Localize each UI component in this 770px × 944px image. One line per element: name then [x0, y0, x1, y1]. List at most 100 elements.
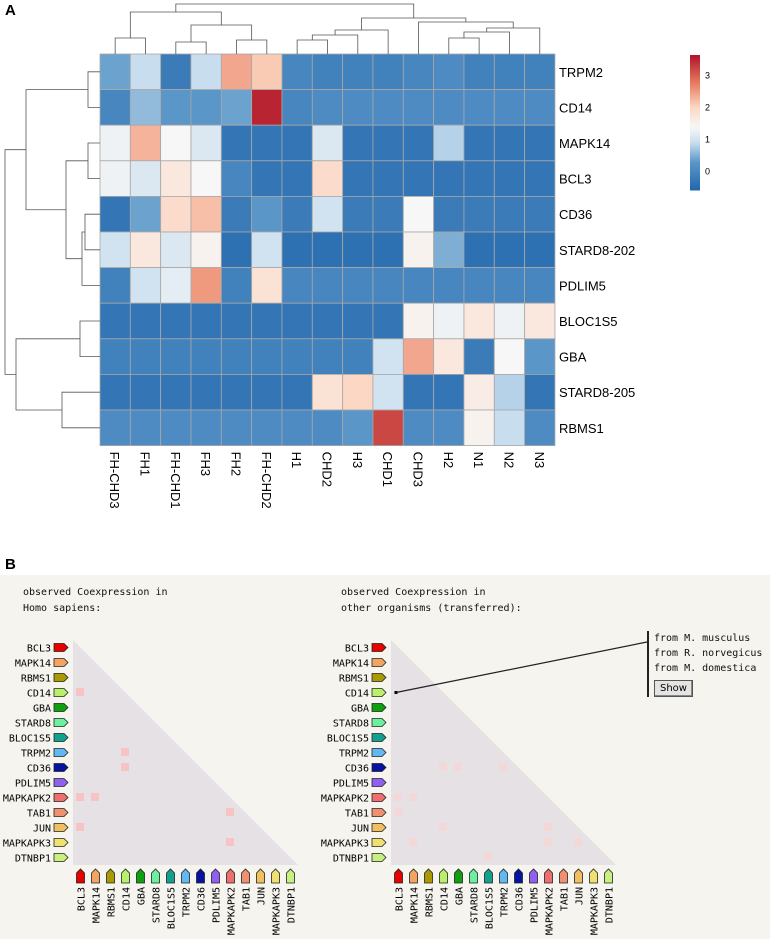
column-gene-label: GBA: [137, 887, 148, 905]
column-dendrogram-branch: [175, 41, 207, 54]
row-label: CD36: [559, 207, 592, 222]
heatmap-cell: [342, 53, 374, 90]
column-gene-label: BCL3: [395, 887, 406, 911]
heatmap-cell: [129, 409, 162, 446]
gene-arrow-icon: [484, 868, 493, 884]
colorbar-segment: [690, 55, 700, 58]
row-gene-label: TAB1: [27, 809, 51, 820]
heatmap-cell: [190, 89, 222, 126]
column-label: H1: [289, 452, 304, 469]
heatmap-cell: [311, 409, 344, 446]
column-gene-label: BLOC1S5: [485, 887, 496, 929]
column-gene-label: JUN: [257, 887, 268, 905]
heatmap-cell: [524, 267, 556, 304]
heatmap-cell: [372, 124, 404, 162]
heatmap-cell: [190, 53, 222, 90]
column-gene-label: RBMS1: [107, 887, 118, 917]
heatmap-cell: [251, 195, 283, 233]
row-dendrogram-branch: [79, 320, 100, 357]
heatmap-cell: [251, 267, 283, 304]
heatmap-cell: [311, 195, 344, 233]
heatmap-cell: [463, 124, 495, 162]
colorbar-segment: [690, 149, 700, 153]
coexpression-cell: [409, 793, 417, 801]
gene-arrow-icon: [454, 868, 463, 884]
column-label: CHD2: [319, 452, 334, 487]
row-gene-label: JUN: [33, 824, 51, 835]
row-gene-label: JUN: [351, 824, 369, 835]
gene-arrow-icon: [589, 868, 598, 884]
heatmap-cell: [342, 124, 374, 162]
gene-arrow-icon: [371, 688, 387, 697]
heatmap-cell: [160, 124, 192, 162]
show-button[interactable]: Show: [654, 680, 693, 697]
popup-item-domestica[interactable]: from M. domestica: [654, 663, 757, 674]
heatmap-cell: [463, 409, 495, 446]
heatmap-cell: [281, 409, 313, 446]
heatmap-cell: [342, 373, 374, 411]
heatmap-cell: [433, 373, 465, 411]
column-gene-label: TRPM2: [500, 887, 511, 917]
heatmap-cell: [129, 267, 162, 304]
gene-arrow-icon: [136, 868, 145, 884]
gene-arrow-icon: [53, 673, 69, 682]
column-dendrogram-branch: [190, 24, 253, 42]
heatmap-cell: [281, 267, 313, 304]
colorbar-segment: [690, 120, 700, 123]
heatmap-cell: [220, 267, 253, 304]
row-gene-label: BCL3: [345, 644, 369, 655]
heatmap-cell: [281, 338, 313, 375]
heatmap-cell: [220, 53, 253, 90]
heatmap-cell: [342, 302, 374, 340]
heatmap-cell: [251, 302, 283, 340]
colorbar-segment: [690, 167, 700, 171]
column-gene-label: DTNBP1: [605, 887, 616, 923]
heatmap-cell: [493, 195, 526, 233]
heatmap-cell: [220, 373, 253, 411]
row-gene-label: MAPKAPK3: [3, 839, 51, 850]
heatmap-cell: [493, 89, 526, 126]
heatmap-cell: [99, 89, 131, 126]
heatmap-cell: [220, 231, 253, 268]
colorbar-segment: [690, 187, 700, 191]
colorbar-segment: [690, 106, 700, 110]
heatmap-cell: [372, 160, 404, 197]
heatmap-cell: [493, 338, 526, 375]
popup-item-norvegicus[interactable]: from R. norvegicus: [654, 648, 763, 659]
gene-arrow-icon: [53, 643, 69, 652]
heatmap-cell: [311, 267, 344, 304]
heatmap-cell: [524, 302, 556, 340]
popup-item-musculus[interactable]: from M. musculus: [654, 633, 751, 644]
heatmap-cell: [99, 302, 131, 340]
heatmap-cell: [463, 160, 495, 197]
heatmap-cell: [524, 409, 556, 446]
row-dendrogram-branch: [87, 71, 100, 108]
heatmap-cell: [433, 409, 465, 446]
colorbar-segment: [690, 140, 700, 144]
gene-arrow-icon: [53, 733, 69, 742]
column-label: FH2: [228, 452, 243, 477]
row-gene-label: MAPKAPK2: [3, 794, 51, 805]
row-label: MAPK14: [559, 136, 610, 151]
coexpression-cell: [574, 838, 582, 846]
heatmap-cell: [220, 89, 253, 126]
column-dendrogram-branch: [448, 37, 480, 54]
heatmap-cell: [524, 124, 556, 162]
heatmap-cell: [220, 124, 253, 162]
heatmap-cell: [281, 195, 313, 233]
gene-arrow-icon: [53, 808, 69, 817]
heatmap-cell: [402, 195, 435, 233]
coexpression-cell: [544, 823, 552, 831]
plot-title-homo-sapiens: observed Coexpression in Homo sapiens:: [23, 587, 168, 614]
heatmap-cell: [372, 267, 404, 304]
colorbar-segment: [690, 160, 700, 164]
column-label: FH1: [137, 452, 152, 477]
row-gene-label: GBA: [33, 704, 51, 715]
gene-arrow-icon: [91, 868, 100, 884]
row-gene-label: RBMS1: [339, 674, 369, 685]
heatmap-cell: [220, 409, 253, 446]
row-gene-label: MAPK14: [333, 659, 369, 670]
colorbar-segment: [690, 113, 700, 117]
heatmap-cell: [311, 53, 344, 90]
heatmap-cell: [129, 231, 162, 268]
